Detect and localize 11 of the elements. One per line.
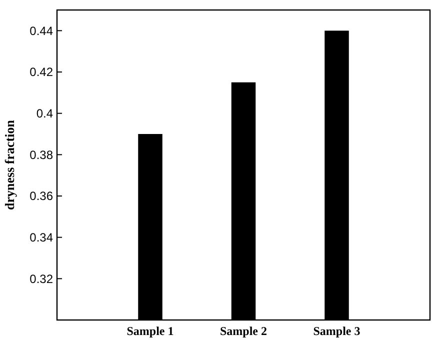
y-tick-label: 0.38 [30,148,54,162]
y-tick-label: 0.4 [36,106,54,121]
y-tick-label: 0.42 [30,65,54,80]
y-tick-label: 0.44 [30,24,54,38]
y-axis-title: dryness fraction [2,119,17,210]
x-tick-label: Sample 1 [126,324,174,338]
y-tick-label: 0.36 [30,189,54,204]
y-tick-label: 0.32 [30,272,54,286]
y-tick-label: 0.34 [30,230,54,245]
x-tick-label: Sample 3 [313,324,360,338]
x-tick-label: Sample 2 [220,324,268,338]
